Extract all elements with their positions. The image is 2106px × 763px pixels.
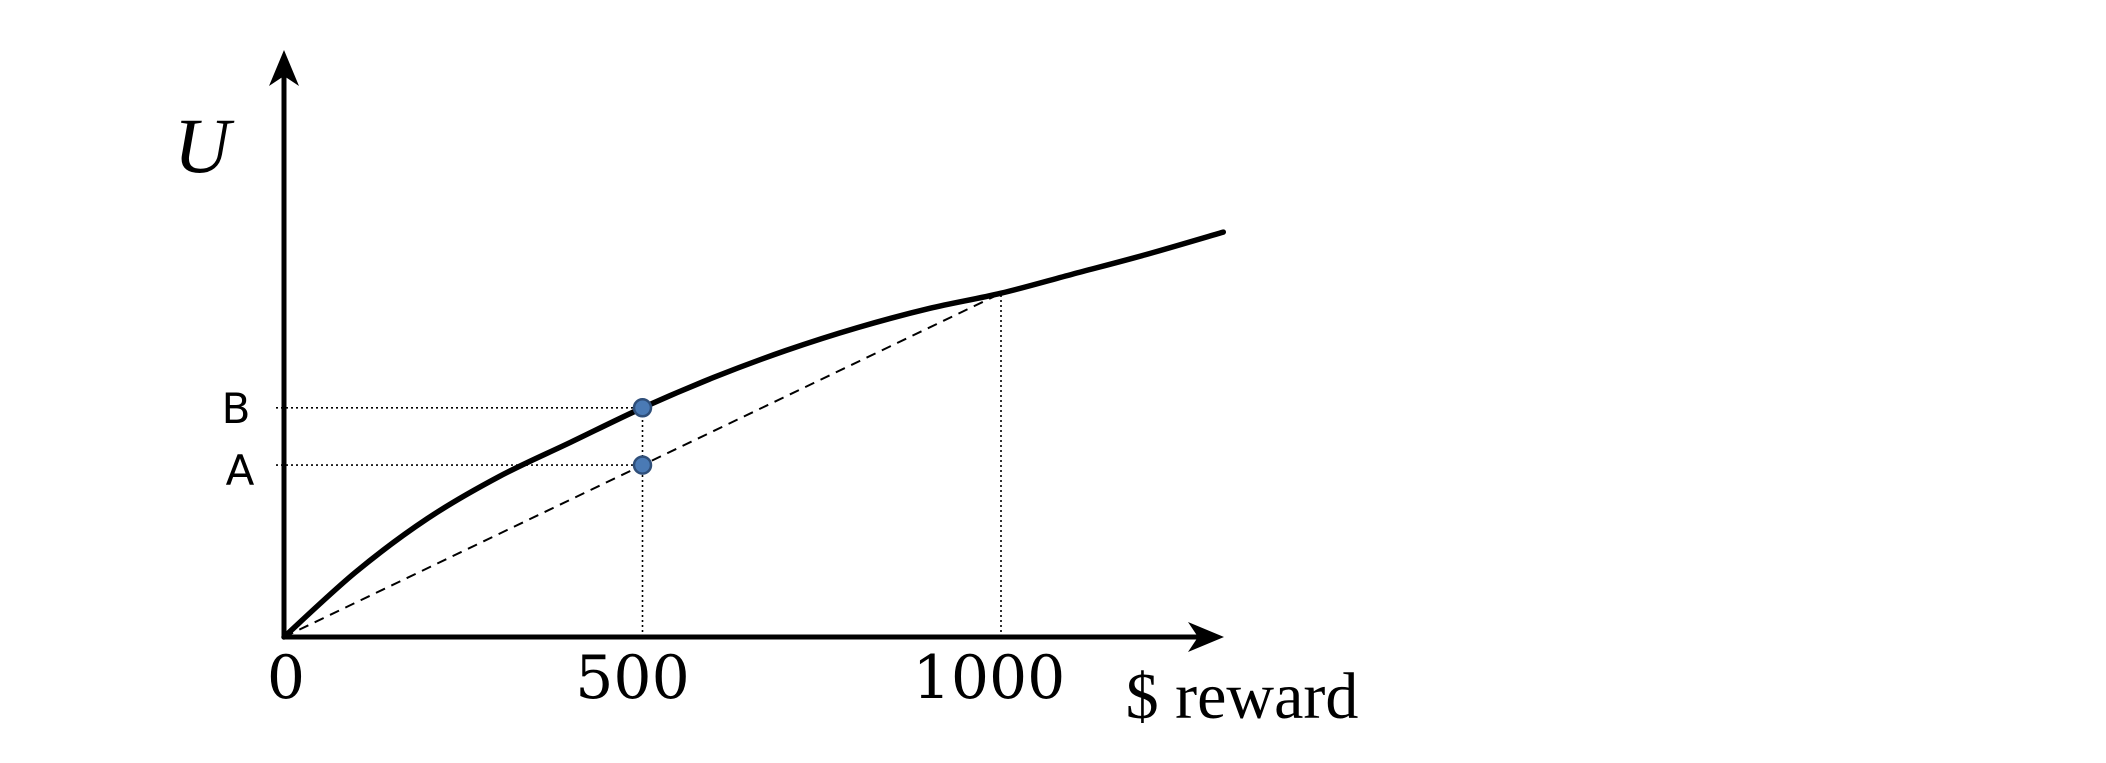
y-axis-arrow	[269, 50, 299, 86]
labels-layer: U $ reward 0 500 1000 B A	[174, 102, 1359, 733]
point-a	[632, 455, 653, 475]
axes	[269, 50, 1224, 652]
utility-curve	[281, 229, 1227, 640]
x-tick-label: 500	[575, 643, 690, 713]
x-tick-label: 1000	[913, 643, 1066, 713]
y-axis-label: U	[174, 102, 235, 189]
points-layer	[632, 398, 653, 475]
x-axis-arrow	[1188, 622, 1224, 652]
point-label-b: B	[222, 384, 251, 433]
guide-lines	[276, 293, 1002, 637]
x-axis-label: $ reward	[1126, 660, 1359, 733]
series-layer	[281, 229, 1227, 640]
x-tick-label: 0	[267, 643, 305, 713]
point-b	[632, 398, 653, 418]
point-label-a: A	[226, 446, 255, 495]
